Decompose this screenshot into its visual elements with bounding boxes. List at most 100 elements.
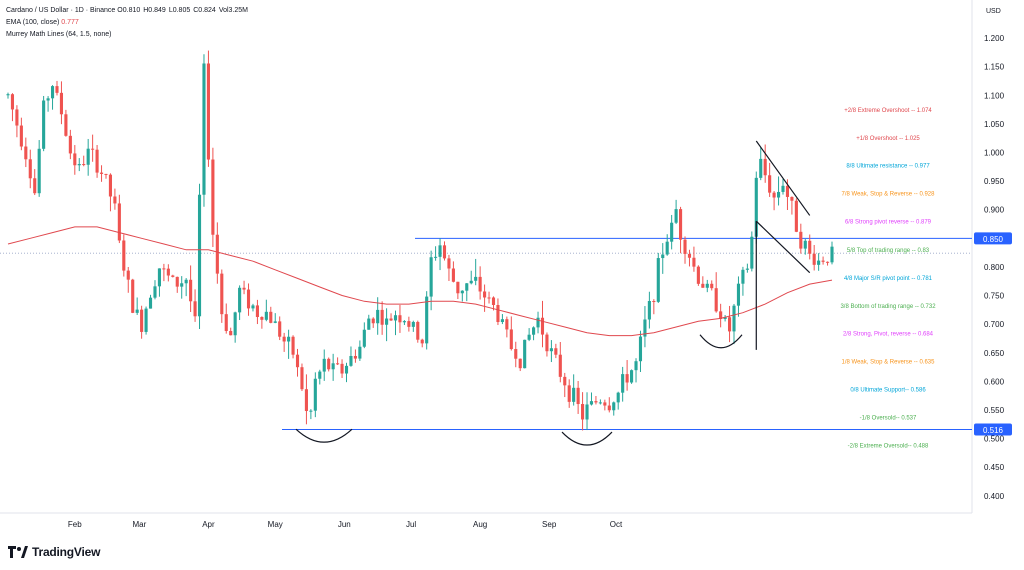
candle-body — [340, 363, 344, 374]
candle-body — [264, 311, 268, 320]
murrey-level-label: 7/8 Weak, Stop & Reverse -- 0.928 — [842, 192, 936, 198]
candle-body — [55, 86, 59, 93]
candle-body — [581, 404, 585, 420]
candle-body — [638, 336, 643, 362]
candle-body — [358, 346, 362, 359]
y-tick-label: 0.650 — [984, 349, 1005, 358]
candle-body — [505, 319, 509, 330]
candle-body — [563, 376, 567, 386]
price-badge[interactable] — [974, 232, 1012, 245]
candle-body — [621, 374, 625, 393]
y-tick-label: 1.050 — [984, 120, 1005, 129]
candle-body — [282, 336, 286, 342]
candle-body — [469, 280, 473, 284]
candle-body — [785, 185, 790, 197]
ema-label: EMA (100, close) — [6, 19, 60, 26]
symbol-title: Cardano / US Dollar · 1D · Binance — [6, 7, 116, 14]
candle-body — [220, 273, 224, 315]
candle-body — [313, 378, 317, 411]
candle-body — [211, 159, 215, 235]
candle-body — [741, 269, 745, 284]
x-tick-label: Aug — [473, 520, 487, 529]
candle-body — [790, 196, 794, 201]
symbol-row[interactable]: Cardano / US Dollar · 1D · Binance O0.81… — [6, 5, 251, 17]
candle-body — [763, 158, 767, 176]
candle-body — [273, 321, 277, 323]
candle-body — [304, 389, 308, 412]
candle-body — [754, 177, 758, 237]
murrey-level-label: 6/8 Strong pivot reverse -- 0.879 — [845, 220, 932, 226]
murrey-row[interactable]: Murrey Math Lines (64, 1.5, none) — [6, 29, 251, 41]
candle-body — [483, 291, 487, 298]
candle-body — [616, 392, 620, 403]
ema-row[interactable]: EMA (100, close) 0.777 — [6, 17, 251, 29]
ohlc-h: H0.849 — [143, 7, 166, 14]
candle-body — [166, 268, 170, 276]
candle-body — [772, 192, 776, 198]
candle-body — [491, 297, 496, 306]
candle-body — [527, 334, 531, 340]
candle-body — [131, 279, 135, 313]
candle-body — [679, 209, 683, 240]
candle-body — [630, 370, 634, 383]
murrey-level-label: 2/8 Strong, Pivot, reverse -- 0.684 — [843, 331, 934, 337]
candle-body — [732, 305, 736, 332]
candle-body — [643, 319, 647, 337]
candle-body — [10, 94, 15, 110]
candle-body — [135, 309, 139, 313]
candle-body — [255, 305, 259, 318]
candle-body — [117, 203, 121, 241]
candle-body — [750, 236, 754, 269]
bottom-arc — [295, 428, 353, 443]
candle-body — [50, 86, 55, 99]
candle-body — [99, 172, 104, 174]
candle-body — [278, 321, 282, 337]
candle-body — [567, 385, 571, 402]
price-badge-label: 0.850 — [983, 235, 1004, 244]
candle-body — [474, 276, 478, 281]
candle-body — [95, 149, 99, 173]
candle-body — [349, 355, 353, 366]
murrey-level-label: 0/8 Ultimate Support-- 0.586 — [850, 387, 926, 393]
candle-body — [380, 309, 384, 325]
candle-body — [776, 191, 781, 198]
candle-body — [371, 318, 375, 324]
candle-body — [420, 339, 424, 344]
candle-body — [376, 309, 380, 324]
y-tick-label: 0.500 — [984, 435, 1005, 444]
candle-body — [42, 100, 46, 149]
candle-body — [353, 355, 357, 359]
candle-body — [327, 358, 331, 370]
tradingview-logo[interactable]: TradingView — [8, 545, 100, 559]
candle-body — [500, 319, 504, 323]
candle-body — [104, 173, 108, 175]
candle-body — [661, 254, 665, 259]
candle-body — [113, 196, 117, 204]
candle-body — [157, 268, 161, 287]
candle-body — [318, 371, 322, 379]
candle-body — [821, 260, 825, 262]
candle-body — [670, 222, 674, 242]
murrey-level-label: 8/8 Ultimate resistance -- 0.977 — [846, 164, 930, 170]
candle-body — [496, 305, 500, 323]
candle-body — [6, 94, 10, 96]
y-tick-label: 1.200 — [984, 34, 1005, 43]
x-tick-label: Jun — [338, 520, 351, 529]
candle-body — [554, 348, 558, 355]
candle-body — [331, 363, 335, 370]
candle-body — [656, 258, 660, 302]
x-tick-label: Oct — [610, 520, 623, 529]
y-tick-label: 0.800 — [984, 263, 1005, 272]
candle-body — [634, 361, 638, 371]
wedge-upper-trendline — [755, 140, 811, 216]
candle-body — [407, 321, 411, 327]
candle-body — [781, 185, 785, 192]
candle-body — [215, 234, 219, 274]
candle-body — [705, 283, 709, 288]
candle-body — [545, 334, 549, 352]
murrey-level-label: -2/8 Extreme Oversold-- 0.488 — [848, 443, 929, 449]
x-tick-label: Jul — [406, 520, 416, 529]
price-badge[interactable] — [974, 423, 1012, 436]
ohlc-values: O0.810 H0.849 L0.805 C0.824 Vol3.25M — [117, 7, 251, 14]
